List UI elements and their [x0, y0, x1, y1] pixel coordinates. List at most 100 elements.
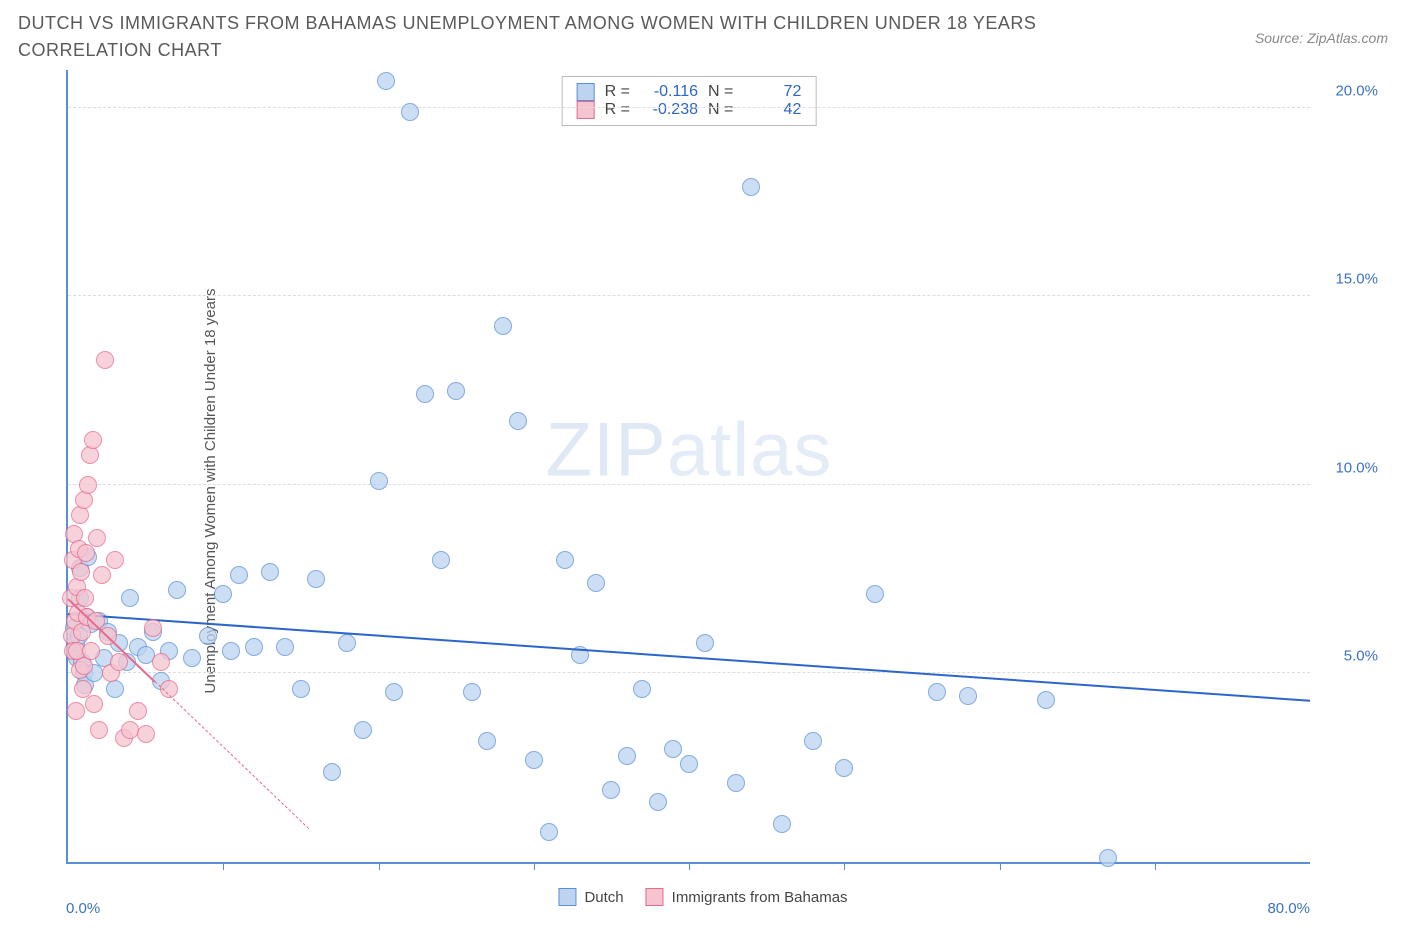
stats-row-dutch: R = -0.116 N = 72	[577, 83, 802, 101]
data-point-dutch	[230, 566, 248, 584]
data-point-dutch	[463, 683, 481, 701]
data-point-bahamas	[67, 702, 85, 720]
data-point-dutch	[556, 551, 574, 569]
swatch-dutch	[577, 83, 595, 101]
x-axis-max: 80.0%	[1267, 900, 1310, 917]
data-point-bahamas	[75, 491, 93, 509]
stat-r-value: -0.238	[640, 101, 698, 119]
data-point-dutch	[696, 634, 714, 652]
data-point-dutch	[649, 793, 667, 811]
y-tick-label: 10.0%	[1335, 459, 1378, 476]
data-point-dutch	[214, 585, 232, 603]
data-point-dutch	[587, 574, 605, 592]
watermark-bold: ZIP	[546, 408, 667, 493]
swatch-bahamas	[577, 101, 595, 119]
gridline	[68, 295, 1310, 296]
data-point-bahamas	[85, 695, 103, 713]
data-point-dutch	[494, 317, 512, 335]
data-point-dutch	[478, 732, 496, 750]
data-point-bahamas	[88, 529, 106, 547]
source-label: Source: ZipAtlas.com	[1255, 30, 1388, 46]
data-point-dutch	[121, 589, 139, 607]
x-tick	[534, 862, 535, 870]
x-tick	[1155, 862, 1156, 870]
data-point-dutch	[432, 551, 450, 569]
data-point-dutch	[416, 385, 434, 403]
chart-title: DUTCH VS IMMIGRANTS FROM BAHAMAS UNEMPLO…	[18, 10, 1118, 64]
data-point-dutch	[338, 634, 356, 652]
chart-area: Unemployment Among Women with Children U…	[18, 70, 1388, 912]
stat-n-value: 72	[743, 83, 801, 101]
data-point-dutch	[773, 815, 791, 833]
data-point-dutch	[835, 759, 853, 777]
legend-label: Immigrants from Bahamas	[672, 889, 848, 906]
gridline	[68, 672, 1310, 673]
y-tick-label: 5.0%	[1344, 648, 1378, 665]
stat-r-label: R =	[605, 83, 630, 101]
data-point-dutch	[1099, 849, 1117, 867]
legend-swatch	[558, 888, 576, 906]
data-point-dutch	[447, 382, 465, 400]
gridline	[68, 484, 1310, 485]
data-point-bahamas	[84, 431, 102, 449]
data-point-bahamas	[137, 725, 155, 743]
watermark: ZIPatlas	[546, 407, 833, 494]
data-point-dutch	[370, 472, 388, 490]
x-tick	[379, 862, 380, 870]
data-point-bahamas	[144, 619, 162, 637]
watermark-thin: atlas	[667, 408, 833, 493]
stats-legend-box: R = -0.116 N = 72 R = -0.238 N = 42	[562, 76, 817, 126]
x-tick	[1000, 862, 1001, 870]
legend-label: Dutch	[584, 889, 623, 906]
data-point-dutch	[618, 747, 636, 765]
data-point-dutch	[354, 721, 372, 739]
data-point-bahamas	[93, 566, 111, 584]
data-point-dutch	[222, 642, 240, 660]
data-point-dutch	[106, 680, 124, 698]
y-tick-label: 20.0%	[1335, 82, 1378, 99]
data-point-dutch	[292, 680, 310, 698]
data-point-dutch	[1037, 691, 1055, 709]
trend-line-dutch	[68, 613, 1310, 702]
data-point-bahamas	[106, 551, 124, 569]
data-point-dutch	[680, 755, 698, 773]
data-point-dutch	[727, 774, 745, 792]
stat-r-value: -0.116	[640, 83, 698, 101]
stats-row-bahamas: R = -0.238 N = 42	[577, 101, 802, 119]
legend-item: Dutch	[558, 888, 623, 906]
data-point-bahamas	[79, 476, 97, 494]
y-tick-label: 15.0%	[1335, 271, 1378, 288]
data-point-dutch	[276, 638, 294, 656]
plot-region: ZIPatlas R =-0.116N =72R =-0.238N =42 5.…	[66, 70, 1310, 864]
stat-n-value: 42	[743, 101, 801, 119]
data-point-dutch	[509, 412, 527, 430]
data-point-dutch	[866, 585, 884, 603]
data-point-bahamas	[82, 642, 100, 660]
data-point-dutch	[742, 178, 760, 196]
gridline	[68, 107, 1310, 108]
data-point-dutch	[928, 683, 946, 701]
data-point-bahamas	[90, 721, 108, 739]
data-point-dutch	[168, 581, 186, 599]
x-tick	[844, 862, 845, 870]
data-point-dutch	[245, 638, 263, 656]
data-point-dutch	[633, 680, 651, 698]
stat-r-label: R =	[605, 101, 630, 119]
data-point-dutch	[385, 683, 403, 701]
data-point-bahamas	[77, 544, 95, 562]
stat-n-label: N =	[708, 83, 733, 101]
data-point-dutch	[401, 103, 419, 121]
stat-n-label: N =	[708, 101, 733, 119]
data-point-dutch	[377, 72, 395, 90]
data-point-bahamas	[76, 589, 94, 607]
data-point-dutch	[804, 732, 822, 750]
x-tick	[689, 862, 690, 870]
data-point-dutch	[525, 751, 543, 769]
data-point-dutch	[323, 763, 341, 781]
legend-swatch	[646, 888, 664, 906]
data-point-bahamas	[72, 563, 90, 581]
x-tick	[223, 862, 224, 870]
data-point-dutch	[183, 649, 201, 667]
data-point-dutch	[307, 570, 325, 588]
data-point-dutch	[540, 823, 558, 841]
